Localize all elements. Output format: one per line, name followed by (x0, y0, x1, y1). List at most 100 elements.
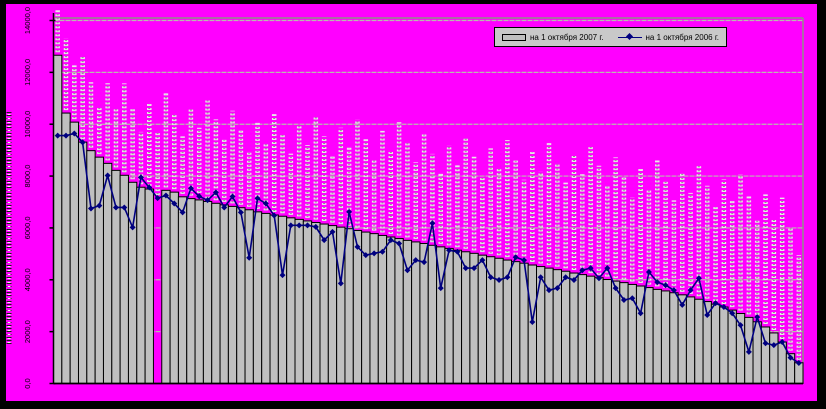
line-marker (779, 339, 786, 346)
bar-2007 (769, 332, 779, 385)
line-marker (554, 285, 561, 292)
line-marker (521, 257, 528, 264)
line-marker (179, 209, 186, 216)
line-marker (371, 250, 378, 257)
bar-2007 (594, 277, 604, 384)
line-marker (562, 274, 569, 281)
line-marker (337, 280, 344, 287)
bar-2007 (511, 261, 521, 384)
line-marker (254, 195, 261, 202)
line-marker (279, 272, 286, 279)
line-marker (662, 282, 669, 289)
y-axis-tick-label: 0,0 (23, 378, 32, 388)
line-marker (387, 237, 394, 244)
bar-2007 (452, 249, 463, 384)
line-marker (237, 209, 244, 216)
line-marker (396, 240, 403, 247)
line-marker (570, 277, 577, 284)
line-marker (471, 265, 478, 272)
bar-2007 (377, 234, 388, 384)
bar-2007 (677, 294, 687, 384)
bar-2007 (144, 188, 154, 384)
y-axis-tick-label: 10000,0 (23, 111, 32, 138)
y-axis-tick-label: 4000,0 (23, 268, 32, 291)
line-marker (446, 247, 453, 254)
legend-label-2006: на 1 октября 2006 г. (645, 32, 719, 42)
line-marker (171, 200, 178, 207)
bar-2007 (602, 279, 612, 384)
bar-2007 (394, 238, 404, 384)
bar-2007 (136, 186, 146, 384)
bar-2007 (694, 298, 704, 385)
line-marker (579, 267, 586, 274)
bar-2007 (444, 247, 454, 384)
bar-2007 (336, 226, 346, 384)
bar-2007 (344, 228, 354, 384)
line-marker (304, 222, 311, 229)
bar-2007 (61, 112, 71, 384)
line-marker (321, 237, 328, 244)
bar-2007 (427, 244, 438, 384)
line-marker (479, 257, 486, 264)
line-marker (96, 202, 103, 209)
y-axis-tick-label: 8000,0 (23, 165, 32, 188)
line-marker (229, 193, 236, 200)
y-axis-tick-label: 14000,0 (23, 7, 32, 34)
line-marker (787, 354, 794, 361)
bar-2007 (386, 236, 396, 384)
line-marker (246, 254, 253, 261)
bar-2007 (577, 274, 587, 385)
bar-2007 (194, 199, 204, 384)
line-marker (754, 314, 761, 321)
bar-2007 (94, 156, 104, 384)
bar-2007 (727, 309, 737, 384)
line-marker (112, 204, 119, 211)
line-marker (71, 130, 78, 137)
bar-2007 (186, 198, 196, 384)
line-marker (620, 297, 627, 304)
line-marker (404, 267, 411, 274)
bar-2007 (569, 272, 579, 384)
bar-2007 (610, 280, 621, 385)
line-marker (462, 265, 469, 272)
line-marker (79, 139, 86, 146)
line-marker (770, 342, 777, 349)
line-marker (421, 259, 428, 266)
line-marker (604, 265, 611, 272)
line-marker (712, 300, 719, 307)
bar-2007 (169, 191, 179, 384)
legend-item-2006: на 1 октября 2006 г. (617, 32, 719, 42)
legend-bar-swatch-icon (502, 33, 527, 41)
line-marker (546, 287, 553, 294)
bar-2007 (69, 121, 79, 384)
line-marker (429, 220, 436, 227)
line-marker (487, 274, 494, 281)
line-marker (745, 348, 752, 355)
line-marker (687, 287, 694, 294)
line-marker (104, 172, 111, 179)
bar-2007 (644, 287, 654, 385)
line-marker (87, 205, 94, 212)
line-marker (645, 269, 652, 276)
bar-2007 (461, 251, 471, 384)
line-marker (312, 223, 319, 230)
line-marker (729, 310, 736, 317)
legend-item-2007: на 1 октября 2007 г. (502, 33, 604, 42)
bar-2007 (669, 292, 679, 384)
bar-2007 (302, 220, 313, 384)
line-marker (162, 192, 169, 199)
line-marker (437, 285, 444, 292)
line-marker (121, 204, 128, 211)
bar-2007 (227, 205, 238, 384)
line-marker (354, 243, 361, 250)
line-marker (296, 222, 303, 229)
line-marker (187, 185, 194, 192)
line-marker (412, 257, 419, 264)
line-marker (629, 295, 636, 302)
bar-2007 (219, 204, 229, 384)
line-marker (454, 248, 461, 255)
bar-2007 (585, 275, 596, 384)
line-marker (762, 340, 769, 347)
